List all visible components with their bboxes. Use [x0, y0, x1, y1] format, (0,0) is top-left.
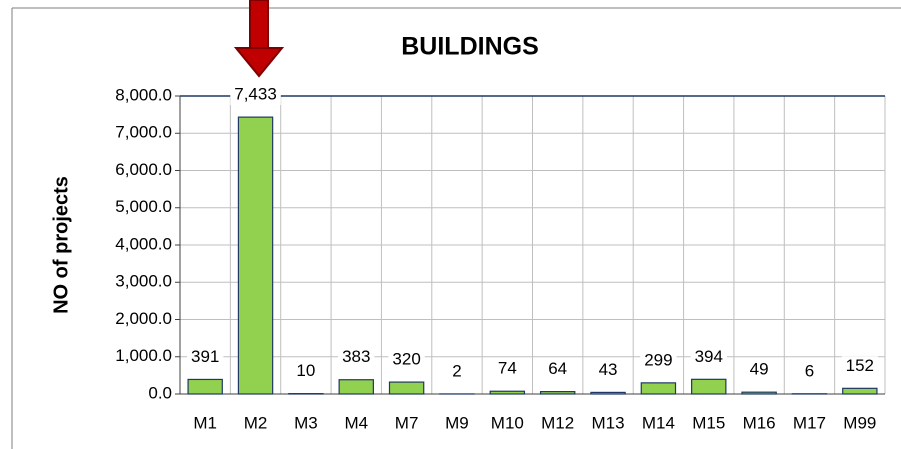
data-label-background — [544, 359, 572, 380]
bar — [237, 116, 274, 395]
bar — [338, 379, 374, 395]
data-label: 6 — [805, 361, 814, 380]
data-label-background — [186, 347, 224, 368]
y-tick-label: 8,000.0 — [115, 85, 172, 104]
x-tick-label: M10 — [491, 413, 524, 432]
data-label: 7,433 — [234, 85, 277, 104]
arrow-head — [233, 47, 285, 78]
data-label: 320 — [392, 350, 420, 369]
plot-area: 0.0 1,000.0 2,000.0 3,000.0 4,000.0 5,000.0 6,… — [115, 85, 886, 432]
y-tick-label: 3,000.0 — [115, 272, 172, 291]
data-label-background — [292, 361, 320, 382]
x-tick-label: M17 — [793, 413, 826, 432]
bar — [539, 391, 576, 395]
y-tick-label: 2,000.0 — [115, 309, 172, 328]
data-label-background — [800, 361, 819, 382]
bar — [842, 387, 878, 395]
data-label-background — [745, 360, 773, 381]
data-label-background — [388, 350, 425, 371]
arrow — [233, 0, 285, 78]
data-label: 10 — [296, 361, 315, 380]
bar — [388, 381, 425, 395]
arrow-shaft — [249, 0, 269, 51]
data-label-background — [230, 85, 281, 106]
data-label: 152 — [846, 356, 874, 375]
y-tick-label: 5,000.0 — [115, 197, 172, 216]
data-label: 383 — [342, 347, 370, 366]
data-label-background — [841, 356, 879, 377]
x-tick-label: M15 — [692, 413, 725, 432]
x-tick-label: M99 — [843, 413, 876, 432]
x-tick-label: M12 — [541, 413, 574, 432]
data-label: 2 — [452, 361, 461, 380]
x-tick-label: M7 — [395, 413, 419, 432]
data-label-background — [338, 347, 375, 368]
chart-title: BUILDINGS — [401, 33, 539, 61]
x-tick-label: M14 — [642, 413, 675, 432]
bar — [489, 390, 526, 395]
y-tick-label: 0.0 — [148, 383, 172, 402]
data-label-background — [594, 360, 622, 381]
data-label: 74 — [498, 359, 517, 378]
x-tick-label: M13 — [591, 413, 624, 432]
data-label-background — [690, 347, 727, 368]
data-label-background — [493, 359, 521, 380]
y-tick-label: 4,000.0 — [115, 234, 172, 253]
y-axis-label: NO of projects — [50, 176, 72, 314]
x-tick-label: M16 — [743, 413, 776, 432]
data-label-background — [448, 361, 466, 382]
x-tick-label: M2 — [244, 413, 268, 432]
data-label: 49 — [750, 360, 769, 379]
x-tick-label: M1 — [193, 413, 217, 432]
bar — [741, 391, 777, 395]
y-tick-label: 7,000.0 — [115, 123, 172, 142]
y-tick-label: 1,000.0 — [115, 346, 172, 365]
data-label: 391 — [191, 347, 219, 366]
bar — [590, 391, 626, 395]
y-tick-label: 6,000.0 — [115, 160, 172, 179]
data-label: 43 — [599, 360, 618, 379]
bar — [640, 382, 677, 395]
x-tick-label: M4 — [344, 413, 368, 432]
data-label: 299 — [644, 350, 672, 369]
x-tick-label: M3 — [294, 413, 318, 432]
data-label-background — [640, 350, 677, 371]
x-tick-label: M9 — [445, 413, 469, 432]
data-label: 394 — [695, 347, 723, 366]
bar — [691, 378, 727, 395]
bar — [187, 378, 223, 395]
data-label: 64 — [548, 359, 567, 378]
